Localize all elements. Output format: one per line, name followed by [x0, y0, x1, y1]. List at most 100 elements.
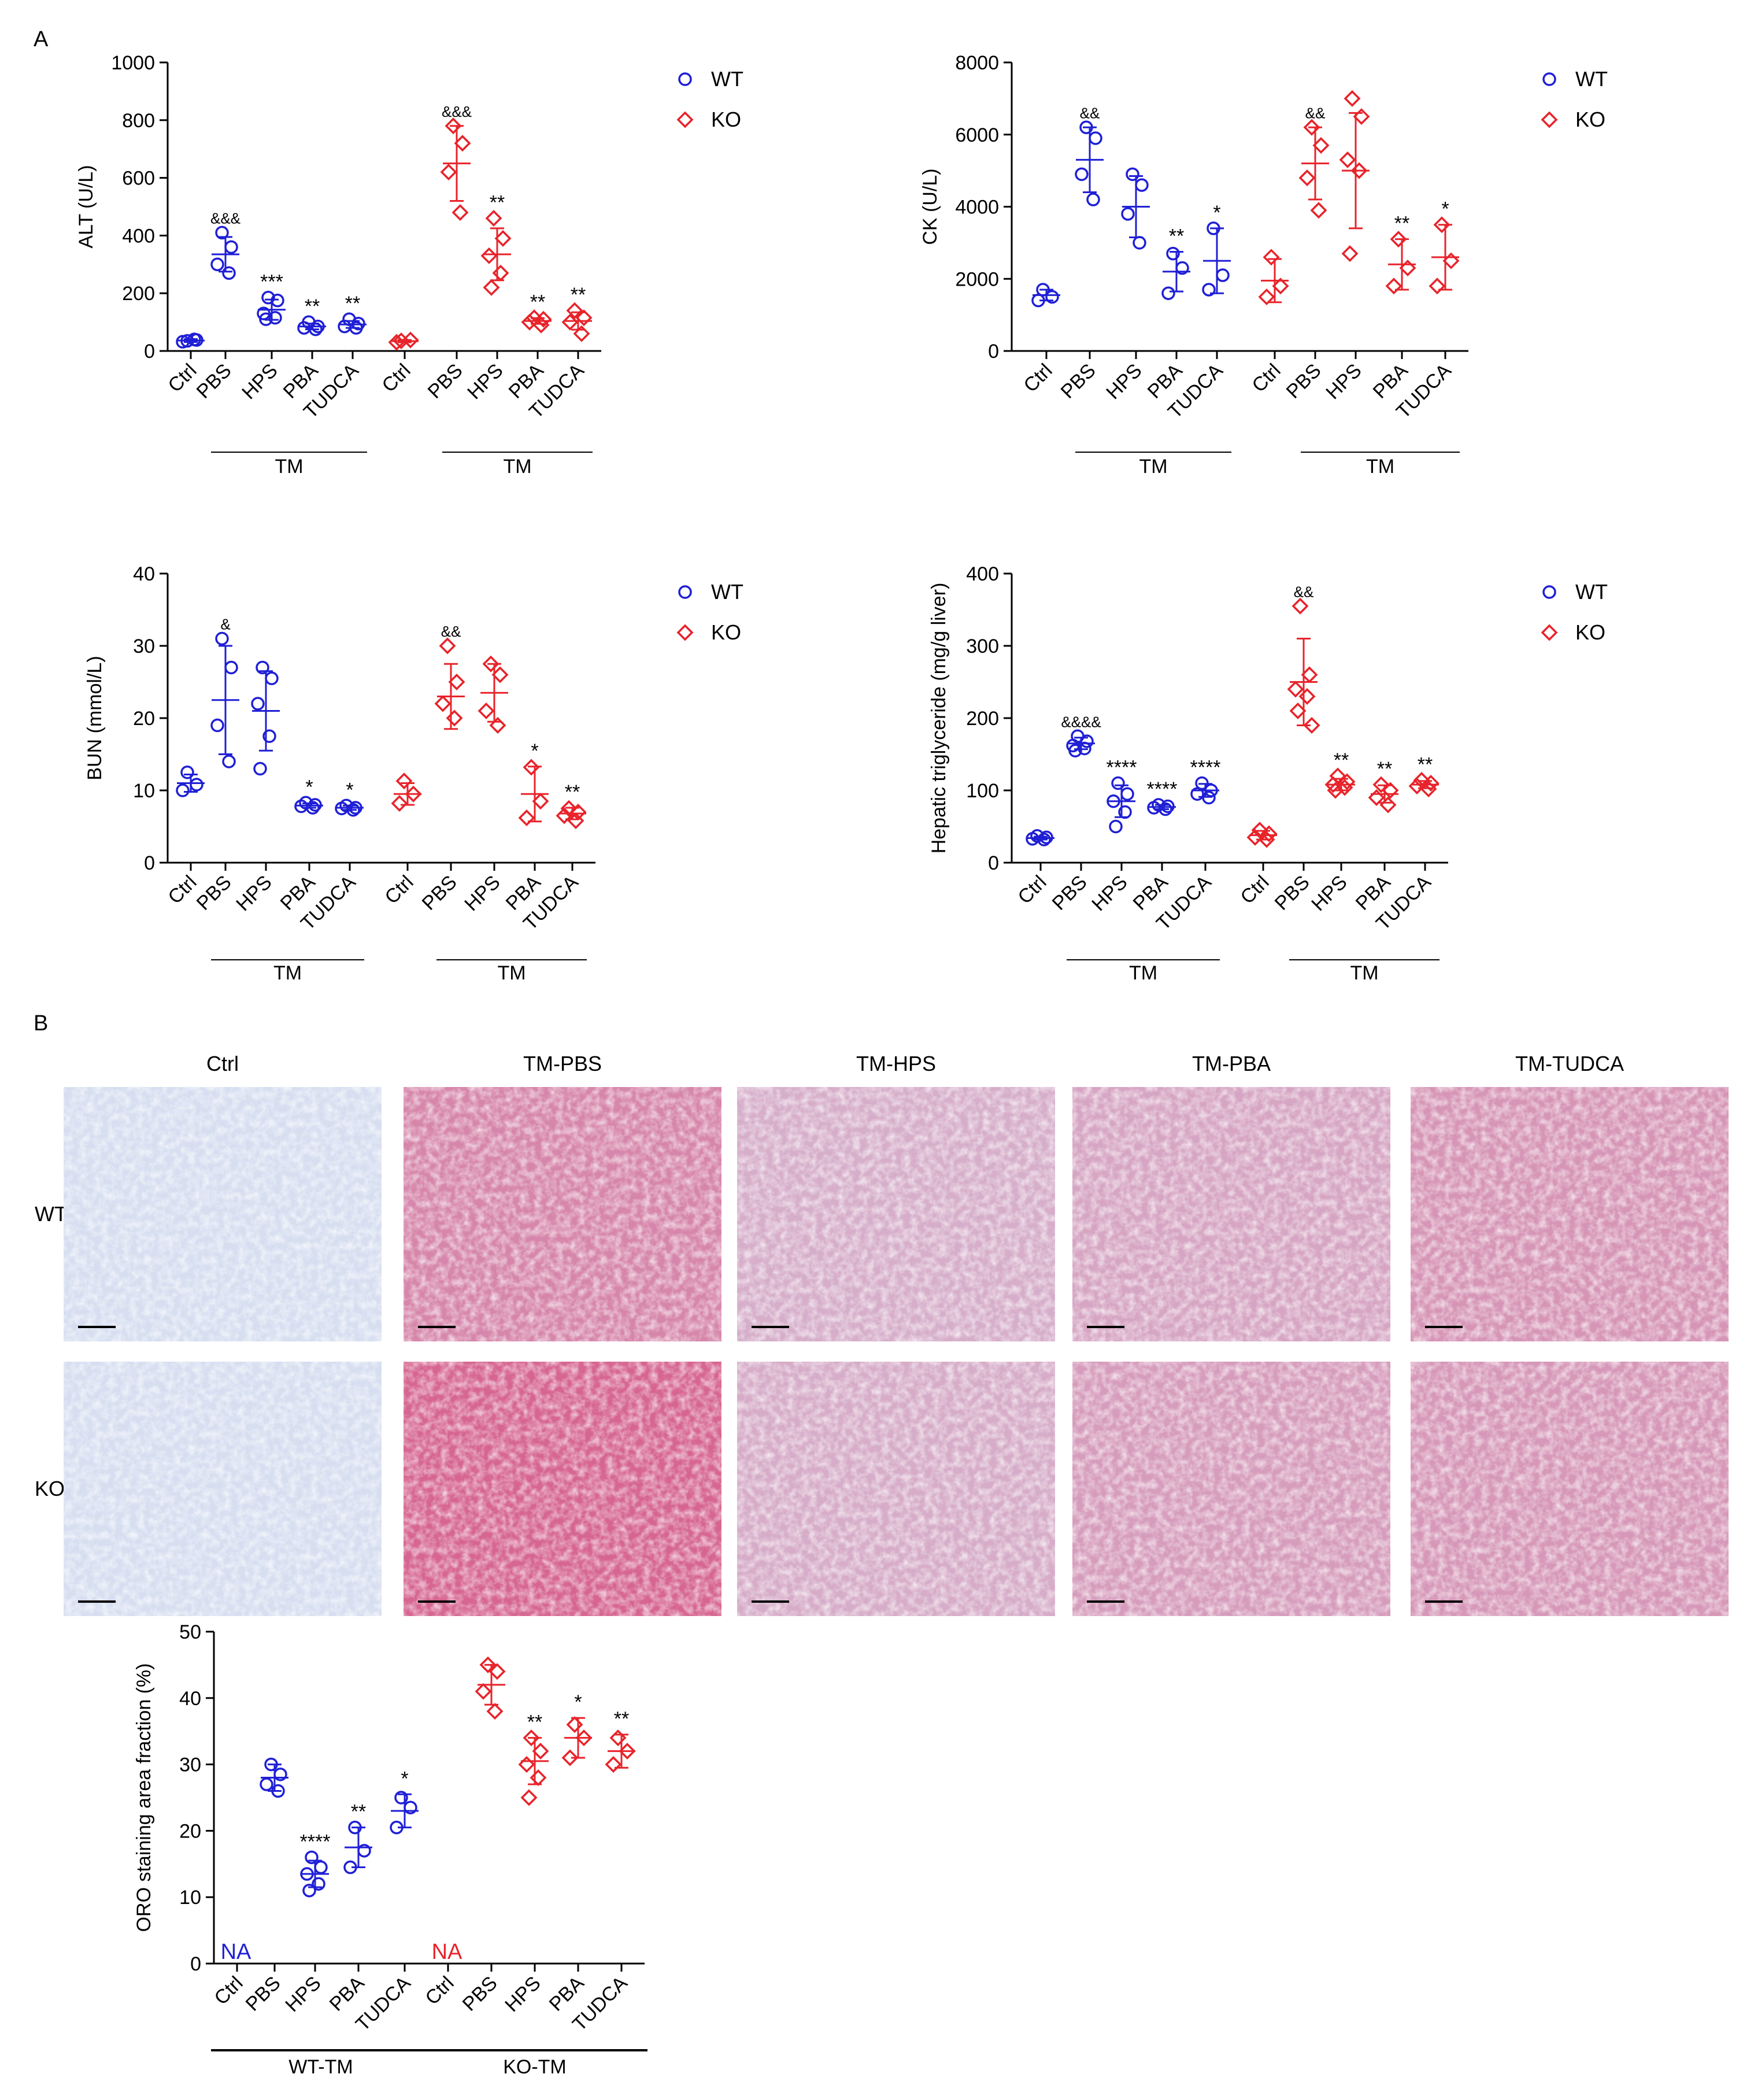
x-tick-label: Ctrl — [1019, 360, 1056, 397]
significance-label: ** — [1377, 758, 1392, 780]
significance-label: **** — [300, 1831, 331, 1853]
data-point — [224, 240, 238, 254]
chart-tg: 0 100 200 300 400 Hepatic triglyceride (mg/g … — [928, 563, 1608, 984]
data-point — [440, 164, 457, 181]
data-point — [1310, 202, 1327, 219]
data-point — [1272, 278, 1289, 295]
y-tick-label: 200 — [966, 708, 999, 730]
micrograph-texture — [737, 1087, 1055, 1341]
micrograph-texture — [1072, 1087, 1390, 1341]
data-point — [1379, 796, 1397, 814]
data-point — [1204, 783, 1218, 797]
data-point — [312, 1877, 325, 1891]
data-point — [262, 729, 276, 743]
data-point — [222, 755, 236, 768]
micrograph-tile — [404, 1362, 721, 1616]
data-point — [180, 766, 194, 779]
data-point — [1312, 136, 1330, 154]
data-point — [1341, 245, 1359, 262]
data-point — [1118, 805, 1132, 819]
legend-wt-marker — [678, 585, 692, 599]
micrograph-tile — [1411, 1362, 1729, 1616]
data-point — [1086, 193, 1100, 206]
data-point — [264, 1757, 278, 1772]
data-point — [1159, 802, 1172, 816]
significance-label: ** — [530, 291, 545, 313]
x-tick-label: HPS — [1087, 871, 1131, 915]
legend-wt-label: WT — [711, 67, 743, 91]
data-point — [434, 695, 452, 712]
legend-wt-label: WT — [1575, 67, 1608, 91]
data-point — [448, 674, 465, 690]
x-tick-label: PBS — [458, 1972, 502, 2016]
x-tick-label: HPS — [1102, 360, 1146, 404]
y-tick-label: 200 — [122, 283, 155, 305]
data-point — [1408, 778, 1426, 794]
data-point — [1382, 782, 1399, 799]
significance-label: ** — [1418, 754, 1433, 776]
data-point — [532, 793, 549, 810]
y-tick-label: 10 — [179, 1887, 201, 1909]
legend: WT KO — [1541, 67, 1608, 131]
data-point — [1258, 288, 1275, 305]
data-point — [1037, 833, 1051, 846]
x-tick-label: PBS — [418, 871, 461, 915]
significance-label: ** — [345, 293, 360, 315]
legend: WT KO — [676, 580, 743, 644]
data-point — [210, 718, 224, 733]
data-point — [567, 812, 584, 829]
legend: WT KO — [1541, 580, 1608, 644]
significance-label: ** — [490, 191, 505, 213]
significance-label: * — [1441, 198, 1449, 220]
significance-label: ** — [1169, 225, 1184, 247]
group-bracket-label: TM — [497, 962, 526, 984]
significance-label: **** — [1107, 757, 1137, 779]
data-point — [1353, 108, 1370, 125]
data-point — [560, 800, 578, 817]
data-point — [530, 1769, 547, 1787]
data-point — [439, 637, 456, 655]
y-axis-title: ALT (U/L) — [75, 165, 97, 248]
data-point — [1372, 776, 1390, 793]
data-point — [1089, 131, 1102, 145]
x-tick-label: Ctrl — [210, 1972, 247, 2009]
data-point — [1260, 825, 1278, 842]
data-point — [1135, 178, 1149, 192]
series-ko: NA***** — [432, 1656, 636, 1964]
data-point — [1078, 741, 1091, 756]
legend-ko-marker — [676, 624, 694, 641]
significance-label: & — [220, 616, 230, 633]
micrograph-column-title: Ctrl — [206, 1052, 239, 1075]
significance-label: * — [574, 1691, 582, 1713]
data-point — [561, 313, 579, 331]
data-point — [479, 1656, 497, 1673]
x-tick-label: PBS — [193, 360, 236, 403]
micrograph-texture — [64, 1362, 382, 1616]
data-point — [222, 266, 236, 280]
data-point — [1036, 283, 1050, 297]
data-point — [311, 319, 325, 334]
panel-label-b: B — [34, 1011, 48, 1036]
data-point — [349, 321, 363, 335]
data-point — [300, 1867, 314, 1881]
significance-label: ** — [351, 1801, 366, 1823]
data-point — [532, 1743, 549, 1760]
y-tick-label: 300 — [966, 635, 999, 657]
data-point — [1080, 734, 1094, 748]
data-point — [1303, 717, 1320, 734]
data-point — [480, 247, 498, 264]
x-tick-label: Ctrl — [1248, 360, 1285, 397]
series-wt: &&&***** ** — [176, 209, 367, 349]
micrograph-texture — [64, 1087, 382, 1341]
data-point — [391, 795, 408, 812]
series-ko: &&& ** ** ** — [388, 103, 593, 351]
data-point — [483, 279, 500, 296]
data-point — [1399, 260, 1416, 277]
data-point — [1133, 236, 1146, 250]
x-tick-label: Ctrl — [380, 871, 417, 908]
data-point — [306, 801, 320, 815]
data-point — [1258, 831, 1275, 848]
data-point — [346, 803, 360, 817]
data-point — [486, 1703, 504, 1720]
